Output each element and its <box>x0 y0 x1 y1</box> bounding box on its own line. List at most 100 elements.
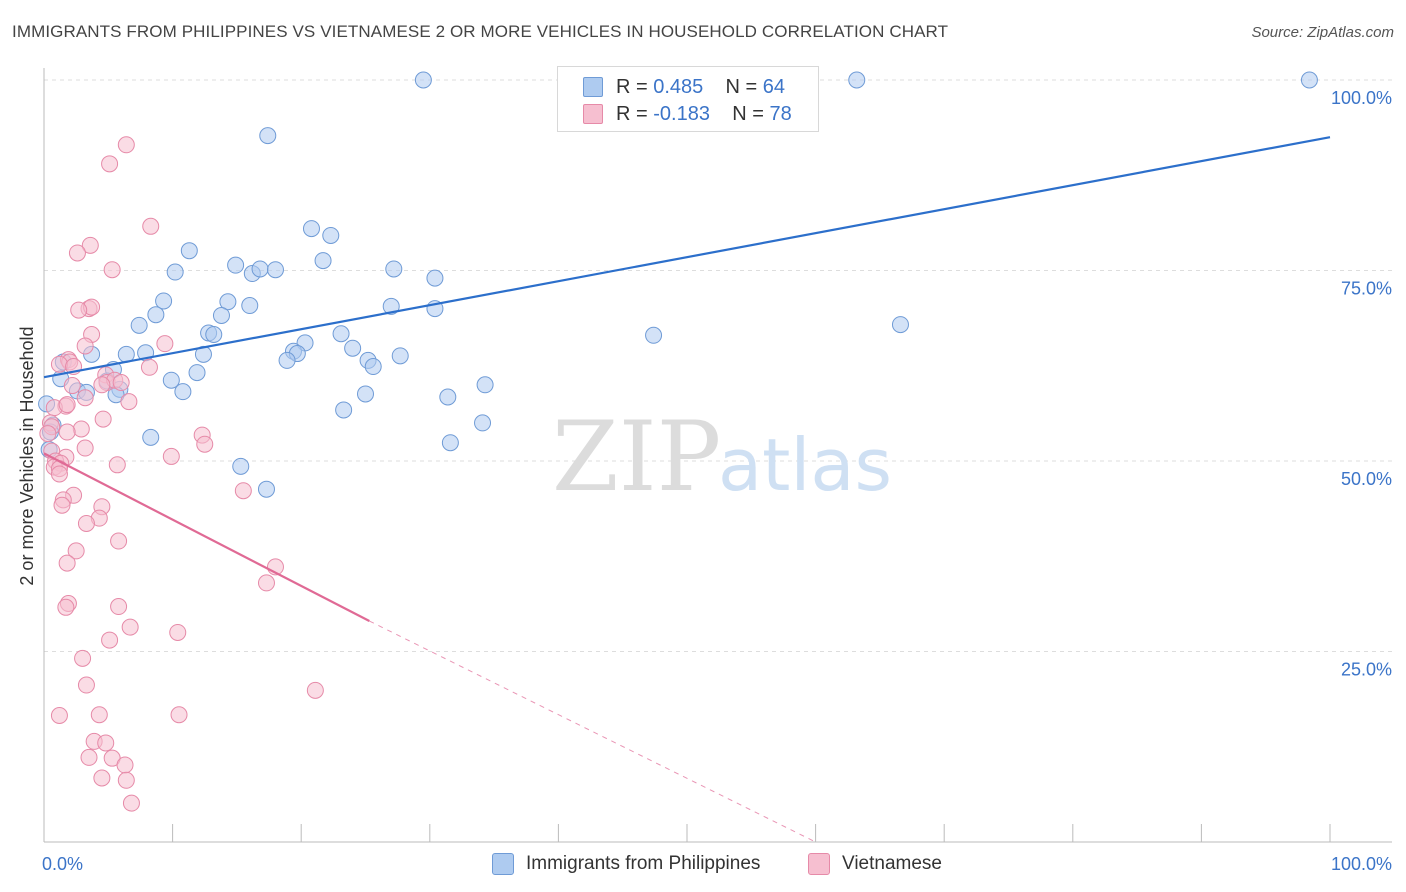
legend-label-philippines: Immigrants from Philippines <box>526 853 761 874</box>
legend-swatch-blue <box>492 853 514 875</box>
point-philippines <box>232 457 250 475</box>
point-philippines <box>205 326 223 344</box>
point-philippines <box>166 263 184 281</box>
point-vietnamese <box>101 631 119 649</box>
point-philippines <box>180 242 198 260</box>
point-philippines <box>227 256 245 274</box>
bottom-legend-vietnamese: Vietnamese <box>808 850 942 878</box>
point-vietnamese <box>140 358 158 376</box>
point-philippines <box>344 339 362 357</box>
label-layer: 25.0% 50.0% 75.0% 100.0% 0.0% 100.0% <box>42 88 1392 874</box>
point-philippines <box>188 364 206 382</box>
point-vietnamese <box>122 794 140 812</box>
point-vietnamese <box>81 236 99 254</box>
point-philippines <box>474 414 492 432</box>
point-philippines <box>391 347 409 365</box>
points-layer <box>38 71 1318 812</box>
point-vietnamese <box>97 734 115 752</box>
legend-r-value: 0.485 <box>653 75 704 98</box>
point-philippines <box>385 260 403 278</box>
point-philippines <box>439 388 457 406</box>
point-vietnamese <box>58 396 76 414</box>
trend-layer <box>43 136 1331 843</box>
point-vietnamese <box>306 681 324 699</box>
point-philippines <box>364 358 382 376</box>
point-vietnamese <box>93 376 111 394</box>
point-philippines <box>414 71 432 89</box>
point-vietnamese <box>142 217 160 235</box>
point-vietnamese <box>120 393 138 411</box>
point-philippines <box>426 269 444 287</box>
point-vietnamese <box>58 423 76 441</box>
point-vietnamese <box>50 465 68 483</box>
point-vietnamese <box>53 496 71 514</box>
point-vietnamese <box>162 447 180 465</box>
point-vietnamese <box>57 598 75 616</box>
watermark-atlas: atlas <box>718 423 892 507</box>
legend-label-vietnamese: Vietnamese <box>842 853 942 874</box>
bottom-legend-philippines: Immigrants from Philippines <box>492 850 760 878</box>
y-axis-label: 2 or more Vehicles in Household <box>17 326 37 585</box>
point-vietnamese <box>234 482 252 500</box>
point-vietnamese <box>67 542 85 560</box>
point-vietnamese <box>112 374 130 392</box>
point-vietnamese <box>117 771 135 789</box>
point-vietnamese <box>77 676 95 694</box>
chart-title: IMMIGRANTS FROM PHILIPPINES VS VIETNAMES… <box>12 22 949 41</box>
watermark: ZIP atlas <box>552 401 892 513</box>
point-philippines <box>278 351 296 369</box>
x-tick-label-min: 0.0% <box>42 854 83 874</box>
point-philippines <box>476 376 494 394</box>
point-philippines <box>441 434 459 452</box>
legend-r-label: R = <box>616 102 654 125</box>
point-vietnamese <box>101 155 119 173</box>
legend-n-label: N = <box>732 102 770 125</box>
point-vietnamese <box>50 707 68 725</box>
point-philippines <box>257 480 275 498</box>
point-vietnamese <box>70 301 88 319</box>
trendline-dashed-vietnamese <box>369 620 816 843</box>
legend-row-philippines: R = 0.485 N = 64 <box>583 75 786 98</box>
y-tick-label: 50.0% <box>1341 469 1392 489</box>
y-tick-label: 75.0% <box>1341 279 1392 299</box>
trendline-philippines <box>43 136 1331 379</box>
point-vietnamese <box>93 769 111 787</box>
legend-r-value: -0.183 <box>653 102 710 125</box>
point-vietnamese <box>110 598 128 616</box>
point-vietnamese <box>72 420 90 438</box>
point-vietnamese <box>103 261 121 279</box>
point-vietnamese <box>110 532 128 550</box>
legend-swatch-blue <box>583 77 603 97</box>
point-philippines <box>332 325 350 343</box>
point-vietnamese <box>170 706 188 724</box>
point-vietnamese <box>50 355 68 373</box>
y-tick-label: 100.0% <box>1331 88 1392 108</box>
point-vietnamese <box>63 377 81 395</box>
y-tick-label: 25.0% <box>1341 660 1392 680</box>
legend-swatch-pink <box>808 853 830 875</box>
legend-n-value: 78 <box>769 102 792 125</box>
point-philippines <box>130 316 148 334</box>
point-vietnamese <box>39 425 57 443</box>
point-philippines <box>1300 71 1318 89</box>
point-philippines <box>155 292 173 310</box>
legend-n-label: N = <box>725 75 763 98</box>
point-vietnamese <box>58 554 76 572</box>
legend-r-label: R = <box>616 75 654 98</box>
source-credit: Source: ZipAtlas.com <box>1251 24 1394 41</box>
point-vietnamese <box>68 244 86 262</box>
legend-n-value: 64 <box>762 75 786 98</box>
watermark-zip: ZIP <box>552 401 721 513</box>
point-philippines <box>142 428 160 446</box>
point-philippines <box>848 71 866 89</box>
point-philippines <box>335 401 353 419</box>
point-vietnamese <box>74 649 92 667</box>
point-philippines <box>212 306 230 324</box>
point-philippines <box>241 297 259 315</box>
point-philippines <box>147 306 165 324</box>
legend-row-vietnamese: R = -0.183 N = 78 <box>583 102 792 125</box>
point-vietnamese <box>169 623 187 641</box>
point-vietnamese <box>77 514 95 532</box>
legend-swatch-pink <box>583 104 603 124</box>
point-philippines <box>162 371 180 389</box>
